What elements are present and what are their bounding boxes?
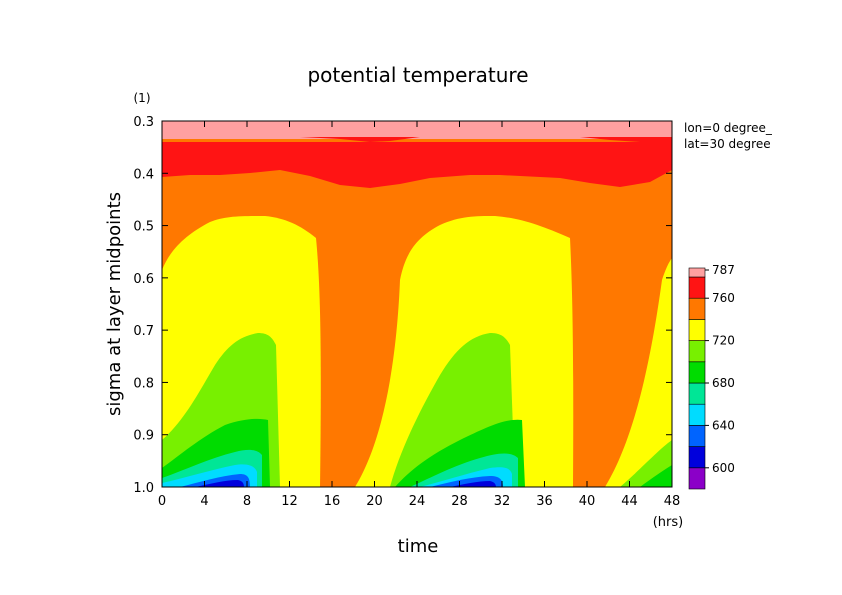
x-axis-ticks: 0 4 8 12 16 20 24 28 32 36 40 44 48: [158, 121, 680, 509]
colorbar-swatch: [688, 267, 706, 278]
contour-band-760: [162, 137, 672, 188]
y-tick-label: 0.4: [133, 167, 154, 182]
y-tick-label: 0.6: [133, 272, 154, 287]
x-tick-label: 4: [200, 494, 208, 509]
y-tick-label: 0.7: [133, 324, 154, 339]
colorbar-swatch: [688, 446, 706, 469]
x-tick-label: 12: [281, 494, 298, 509]
x-tick-label: 36: [536, 494, 553, 509]
contour-band-720-plume-3: [605, 258, 672, 487]
chart-title: potential temperature: [307, 63, 528, 87]
x-tick-label: 48: [664, 494, 681, 509]
colorbar-swatch: [688, 425, 706, 447]
colorbar-swatch: [688, 403, 706, 426]
colorbar-label: 720: [712, 334, 735, 348]
contour-band-600-plume-2: [450, 481, 496, 487]
x-tick-label: 0: [158, 494, 166, 509]
colorbar-label: 680: [712, 376, 735, 390]
annotation-lon: lon=0 degree_: [684, 121, 773, 135]
colorbar-swatch: [688, 382, 706, 405]
colorbar-swatch: [688, 319, 706, 341]
x-tick-label: 28: [451, 494, 468, 509]
colorbar-swatch: [688, 361, 706, 384]
x-axis-label: time: [398, 536, 439, 557]
x-tick-label: 20: [366, 494, 383, 509]
colorbar-label: 600: [712, 461, 735, 475]
x-tick-label: 16: [324, 494, 341, 509]
x-tick-label: 40: [579, 494, 596, 509]
x-tick-label: 44: [621, 494, 638, 509]
colorbar-swatch: [688, 297, 706, 320]
colorbar-label: 640: [712, 418, 735, 432]
contour-band-680-plume-3: [640, 465, 672, 487]
colorbar-swatch: [688, 340, 706, 363]
x-unit-label: (hrs): [653, 515, 684, 530]
x-tick-label: 8: [243, 494, 251, 509]
colorbar-label: 760: [712, 291, 735, 305]
x-tick-label: 32: [494, 494, 511, 509]
y-tick-label: 0.8: [133, 376, 154, 391]
y-tick-label: 0.3: [133, 115, 154, 130]
y-axis-label: sigma at layer midpoints: [104, 192, 125, 416]
contour-band-600-plume-1: [195, 480, 244, 487]
colorbar-swatch: [688, 467, 706, 490]
y-tick-label: 0.5: [133, 220, 154, 235]
contour-fill-area: [162, 121, 672, 487]
colorbar-label: 787: [712, 263, 735, 277]
y-unit-label: (1): [134, 91, 151, 105]
colorbar-swatch: [688, 276, 706, 299]
y-tick-label: 1.0: [133, 481, 154, 496]
x-tick-label: 24: [409, 494, 426, 509]
y-tick-label: 0.9: [133, 429, 154, 444]
annotation-lat: lat=30 degree: [684, 137, 771, 151]
y-axis-ticks: 0.3 0.4 0.5 0.6 0.7 0.8 0.9 1.0: [133, 115, 672, 496]
colorbar: 787 760 720 680 640 600: [688, 263, 735, 490]
